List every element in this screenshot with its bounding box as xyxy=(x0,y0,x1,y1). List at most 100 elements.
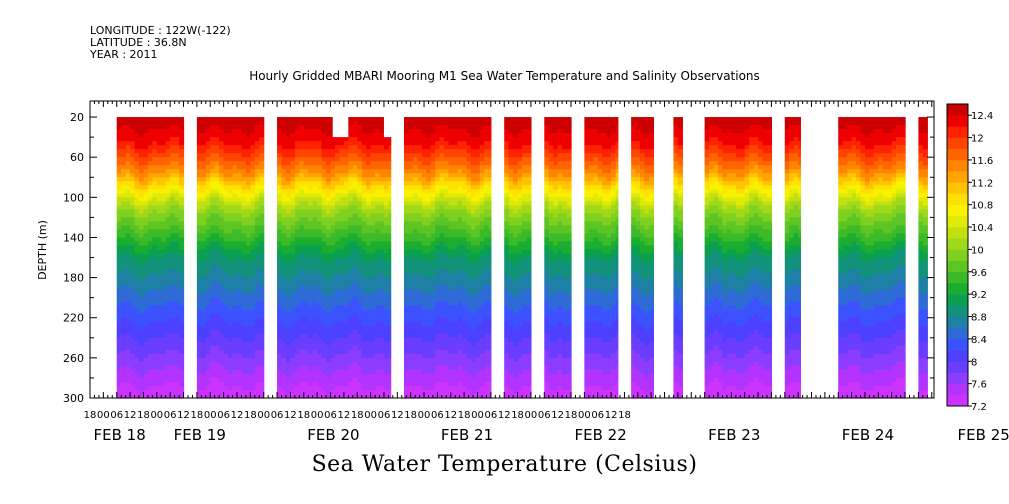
metadata-block: LONGITUDE : 122W(-122) LATITUDE : 36.8N … xyxy=(90,25,231,61)
x-hour-label: 18 xyxy=(511,410,524,421)
colorbar-cell xyxy=(947,249,968,261)
colorbar-cell xyxy=(947,238,968,250)
x-hour-label: 00 xyxy=(150,410,163,421)
y-tick-label: 20 xyxy=(70,111,84,124)
x-hour-label: 00 xyxy=(471,410,484,421)
x-hour-label: 00 xyxy=(525,410,538,421)
y-tick-label: 140 xyxy=(63,231,84,244)
x-hour-label: 12 xyxy=(444,410,457,421)
colorbar-label: 8 xyxy=(971,357,977,368)
colorbar-cell xyxy=(947,294,968,306)
x-date-label: FEB 24 xyxy=(842,426,894,444)
heatmap-segment xyxy=(504,117,532,399)
x-hour-label: 06 xyxy=(217,410,230,421)
heatmap-segment xyxy=(918,117,928,399)
y-tick-label: 60 xyxy=(70,151,84,164)
colorbar-cell xyxy=(947,227,968,239)
x-hour-label: 00 xyxy=(257,410,270,421)
x-hour-label: 06 xyxy=(378,410,391,421)
x-hour-label: 00 xyxy=(364,410,377,421)
colorbar-cell xyxy=(947,361,968,373)
colorbar-frame xyxy=(946,103,969,407)
x-hour-label: 06 xyxy=(324,410,337,421)
colorbar-label: 9.2 xyxy=(971,290,987,301)
colorbar-cell xyxy=(947,350,968,362)
colorbar-cell xyxy=(947,372,968,384)
colorbar-cell xyxy=(947,182,968,194)
x-hour-label: 18 xyxy=(351,410,364,421)
x-hour-label: 06 xyxy=(538,410,551,421)
x-date-label: FEB 23 xyxy=(708,426,760,444)
x-hour-label: 06 xyxy=(591,410,604,421)
x-hour-label: 00 xyxy=(97,410,110,421)
x-hour-label: 18 xyxy=(618,410,631,421)
colorbar-cell xyxy=(947,104,968,116)
colorbar-cell xyxy=(947,316,968,329)
x-hour-label: 18 xyxy=(297,410,310,421)
missing-data-gap xyxy=(332,102,349,138)
colorbar-label: 10 xyxy=(971,245,984,256)
colorbar-cell xyxy=(947,271,968,284)
colorbar-label: 8.4 xyxy=(971,335,987,346)
x-hour-label: 00 xyxy=(578,410,591,421)
heatmap-segment xyxy=(704,117,724,399)
colorbar-label: 12.4 xyxy=(971,111,993,122)
x-date-label: FEB 21 xyxy=(441,426,493,444)
x-hour-label: 06 xyxy=(484,410,497,421)
plot-title: Hourly Gridded MBARI Mooring M1 Sea Wate… xyxy=(249,69,760,83)
colorbar-cell xyxy=(947,260,968,273)
colorbar-label: 9.6 xyxy=(971,268,987,279)
x-date-label: FEB 18 xyxy=(93,426,145,444)
x-hour-label: 18 xyxy=(244,410,257,421)
y-tick-label: 300 xyxy=(63,392,84,405)
x-hour-label: 00 xyxy=(204,410,217,421)
x-hour-label: 12 xyxy=(498,410,511,421)
colorbar-cell xyxy=(947,383,968,396)
x-hour-label: 12 xyxy=(605,410,618,421)
x-date-label: FEB 19 xyxy=(174,426,226,444)
missing-data-gap xyxy=(383,102,396,138)
plot-frame xyxy=(89,100,935,399)
colorbar-cell xyxy=(947,193,968,205)
x-date-label: FEB 22 xyxy=(575,426,627,444)
y-tick-label: 260 xyxy=(63,352,84,365)
x-date-label: FEB 20 xyxy=(307,426,359,444)
y-axis-label: DEPTH (m) xyxy=(36,220,49,280)
colorbar-cell xyxy=(947,327,968,340)
x-hour-label: 12 xyxy=(177,410,190,421)
x-hour-label: 18 xyxy=(84,410,97,421)
heatmap-segment xyxy=(317,117,345,399)
colorbar-cell xyxy=(947,148,968,161)
x-hour-label: 18 xyxy=(137,410,150,421)
colorbar-label: 10.4 xyxy=(971,223,993,234)
colorbar-cell xyxy=(947,394,968,407)
heatmap-segment xyxy=(838,117,906,399)
colorbar-cell xyxy=(947,126,968,138)
x-hour-label: 00 xyxy=(418,410,431,421)
colorbar-label: 8.8 xyxy=(971,313,987,324)
colorbar-cell xyxy=(947,171,968,183)
colorbar-cell xyxy=(947,305,968,317)
heatmap-segment xyxy=(343,117,392,399)
heatmap-segment xyxy=(196,117,265,399)
heatmap-segment xyxy=(584,117,619,399)
colorbar-cell xyxy=(947,159,968,172)
y-tick-label: 100 xyxy=(63,191,84,204)
x-hour-label: 06 xyxy=(164,410,177,421)
x-hour-label: 18 xyxy=(458,410,471,421)
colorbar-cell xyxy=(947,215,968,228)
x-hour-label: 12 xyxy=(231,410,244,421)
y-tick-label: 180 xyxy=(63,272,84,285)
x-hour-label: 06 xyxy=(271,410,284,421)
colorbar-label: 11.6 xyxy=(971,156,993,167)
x-hour-label: 06 xyxy=(431,410,444,421)
heatmap-segment xyxy=(544,117,559,399)
x-hour-label: 18 xyxy=(565,410,578,421)
x-hour-label: 18 xyxy=(404,410,417,421)
x-hour-label: 00 xyxy=(311,410,324,421)
x-hour-label: 12 xyxy=(124,410,137,421)
heatmap-segment xyxy=(784,117,801,399)
x-hour-label: 18 xyxy=(191,410,204,421)
y-tick-label: 220 xyxy=(63,312,84,325)
colorbar-cell xyxy=(947,282,968,295)
